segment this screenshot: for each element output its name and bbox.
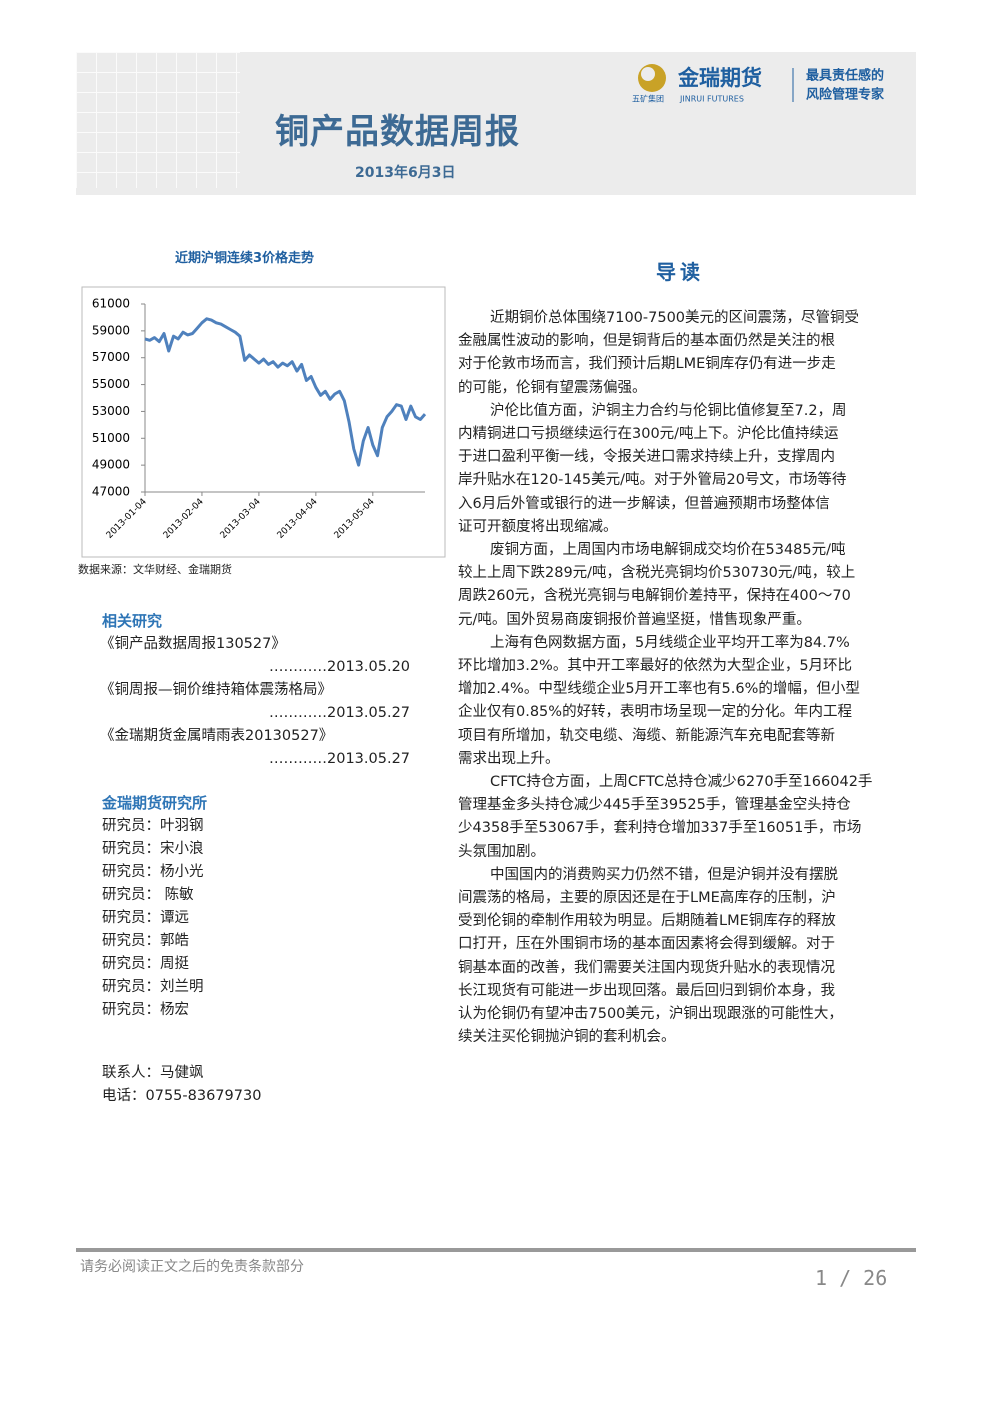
intro-title: 导读: [656, 260, 704, 284]
price-line: [144, 317, 427, 467]
logo: 金瑞期货 五矿集团 JINRUI FUTURES 最具责任感的 风险管理专家: [632, 64, 885, 104]
y-tick-label: 47000: [92, 485, 130, 499]
intro-line: 少4358手至53067手，套利持仓增加337手至16051手，市场: [458, 820, 862, 837]
intro-line: 沪伦比值方面，沪铜主力合约与伦铜比值修复至7.2，周: [490, 402, 847, 419]
intro-line: 中国国内的消费购买力仍然不错，但是沪铜并没有摆脱: [490, 866, 838, 883]
logo-group: 五矿集团: [632, 94, 664, 104]
intro-line: CFTC持仓方面，上周CFTC总持仓减少6270手至166042手: [490, 774, 873, 791]
intro-line: 认为伦铜仍有望冲击7500美元，沪铜出现跟涨的可能性大，: [458, 1006, 843, 1023]
intro-line: 岸升贴水在120-145美元/吨。对于外管局20号文，市场等待: [458, 472, 847, 489]
report-date: 2013年6月3日: [355, 165, 456, 181]
intro: 近期铜价总体围绕7100-7500美元的区间震荡，尽管铜受金融属性波动的影响，但…: [458, 307, 916, 1050]
intro-line: 增加2.4%。中型线缆企业5月开工率也有5.6%的增幅，但小型: [458, 681, 860, 698]
y-tick-label: 59000: [92, 323, 130, 337]
researcher: 研究员：周挺: [102, 956, 189, 972]
y-tick-label: 49000: [92, 458, 130, 472]
intro-line: 入6月后外管或银行的进一步解读，但普遍预期市场整体信: [458, 495, 830, 512]
intro-line: 企业仅有0.85%的好转，表明市场呈现一定的分化。年内工程: [458, 704, 853, 721]
intro-line: 近期铜价总体围绕7100-7500美元的区间震荡，尽管铜受: [490, 310, 860, 326]
chart-frame: [81, 286, 446, 558]
y-tick-label: 61000: [92, 297, 130, 311]
y-tick-label: 55000: [92, 377, 130, 391]
intro-line: 口打开，压在外围铜市场的基本面因素将会得到缓解。对于: [458, 936, 835, 953]
contact-person: 联系人：马健飒: [102, 1065, 204, 1081]
disclaimer: 请务必阅读正文之后的免责条款部分: [80, 1259, 304, 1275]
related-date: …………2013.05.27: [269, 705, 411, 721]
slogan: 最具责任感的: [806, 68, 884, 84]
intro-line: 较上上周下跌289元/吨，含税光亮铜均价530730元/吨，较上: [458, 565, 856, 582]
y-tick-label: 57000: [92, 350, 130, 364]
related-title: 《金瑞期货金属晴雨表20130527》: [100, 728, 334, 744]
researcher: 研究员：郭皓: [102, 933, 189, 949]
intro-line: 间震荡的格局，主要的原因还是在于LME高库存的压制，沪: [458, 890, 836, 907]
logo-name: 金瑞期货: [677, 66, 762, 90]
source: 数据来源：文华财经、金瑞期货: [78, 563, 232, 576]
page-number: 1 / 26: [815, 1266, 888, 1290]
researcher: 研究员：杨宏: [102, 1002, 189, 1018]
intro-line: 证可开额度将出现缩减。: [458, 518, 618, 535]
intro-line: 周跌260元，含税光亮铜与电解铜价差持平，保持在400～70: [458, 588, 851, 605]
intro-line: 废铜方面，上周国内市场电解铜成交均价在53485元/吨: [490, 542, 846, 559]
logo-en: JINRUI FUTURES: [679, 95, 744, 104]
researcher: 研究员： 陈敏: [102, 887, 194, 903]
intro-line: 于进口盈利平衡一线，令报关进口需求持续上升，支撑周内: [458, 449, 835, 466]
intro-line: 内精铜进口亏损继续运行在300元/吨上下。沪伦比值持续运: [458, 426, 839, 443]
intro-line: 环比增加3.2%。其中开工率最好的依然为大型企业，5月环比: [458, 658, 853, 675]
researcher: 研究员：叶羽钢: [102, 818, 204, 834]
chart-title: 近期沪铜连续3价格走势: [175, 251, 315, 266]
sidebar: 相关研究《铜产品数据周报130527》 …………2013.05.20 《铜周报—铜价…: [100, 610, 412, 1108]
intro-line: 上海有色网数据方面，5月线缆企业平均开工率为84.7%: [490, 634, 850, 651]
researcher: 研究员：杨小光: [102, 864, 204, 880]
intro-line: 续关注买伦铜抛沪铜的套利机会。: [458, 1029, 676, 1046]
intro-line: 管理基金多头持仓减少445手至39525手，管理基金空头持仓: [458, 797, 851, 814]
related-date: …………2013.05.27: [269, 751, 411, 767]
y-tick-label: 51000: [92, 431, 130, 445]
slogan: 风险管理专家: [806, 87, 885, 103]
intro-line: 长江现货有可能进一步出现回落。最后回归到铜价本身，我: [458, 982, 835, 999]
intro-line: 铜基本面的改善，我们需要关注国内现货升贴水的表现情况: [458, 959, 835, 976]
intro-line: 受到伦铜的牵制作用较为明显。后期随着LME铜库存的释放: [458, 913, 836, 930]
logo-mark: [641, 67, 655, 81]
contact-phone: 电话：0755-83679730: [102, 1088, 262, 1104]
intro-line: 需求出现上升。: [458, 750, 560, 767]
intro-line: 对于伦敦市场而言，我们预计后期LME铜库存仍有进一步走: [458, 356, 836, 373]
intro-line: 项目有所增加，轨交电缆、海缆、新能源汽车充电配套等新: [458, 727, 835, 744]
chart: 47000 49000 51000 53000 55000 57000 59000 61000…: [81, 286, 446, 558]
researcher: 研究员：刘兰明: [102, 979, 204, 995]
footer-rule: [76, 1248, 916, 1252]
researcher: 研究员：谭远: [102, 910, 189, 926]
report-title: 铜产品数据周报: [275, 112, 520, 152]
related-title: 《铜产品数据周报130527》: [100, 636, 286, 652]
y-tick-label: 53000: [92, 404, 130, 418]
intro-line: 的可能，伦铜有望震荡偏强。: [458, 379, 647, 396]
related-date: …………2013.05.20: [269, 659, 411, 675]
section-title: 金瑞期货研究所: [102, 794, 208, 812]
intro-line: 元/吨。国外贸易商废铜报价普遍坚挺，惜售现象严重。: [458, 611, 811, 628]
header-pattern: [76, 52, 240, 188]
researcher: 研究员：宋小浪: [102, 841, 204, 857]
related-title: 《铜周报—铜价维持箱体震荡格局》: [100, 682, 332, 698]
intro-line: 头氛围加剧。: [458, 843, 545, 860]
intro-line: 金融属性波动的影响，但是铜背后的基本面仍然是关注的根: [458, 333, 835, 350]
section-title: 相关研究: [102, 612, 163, 630]
